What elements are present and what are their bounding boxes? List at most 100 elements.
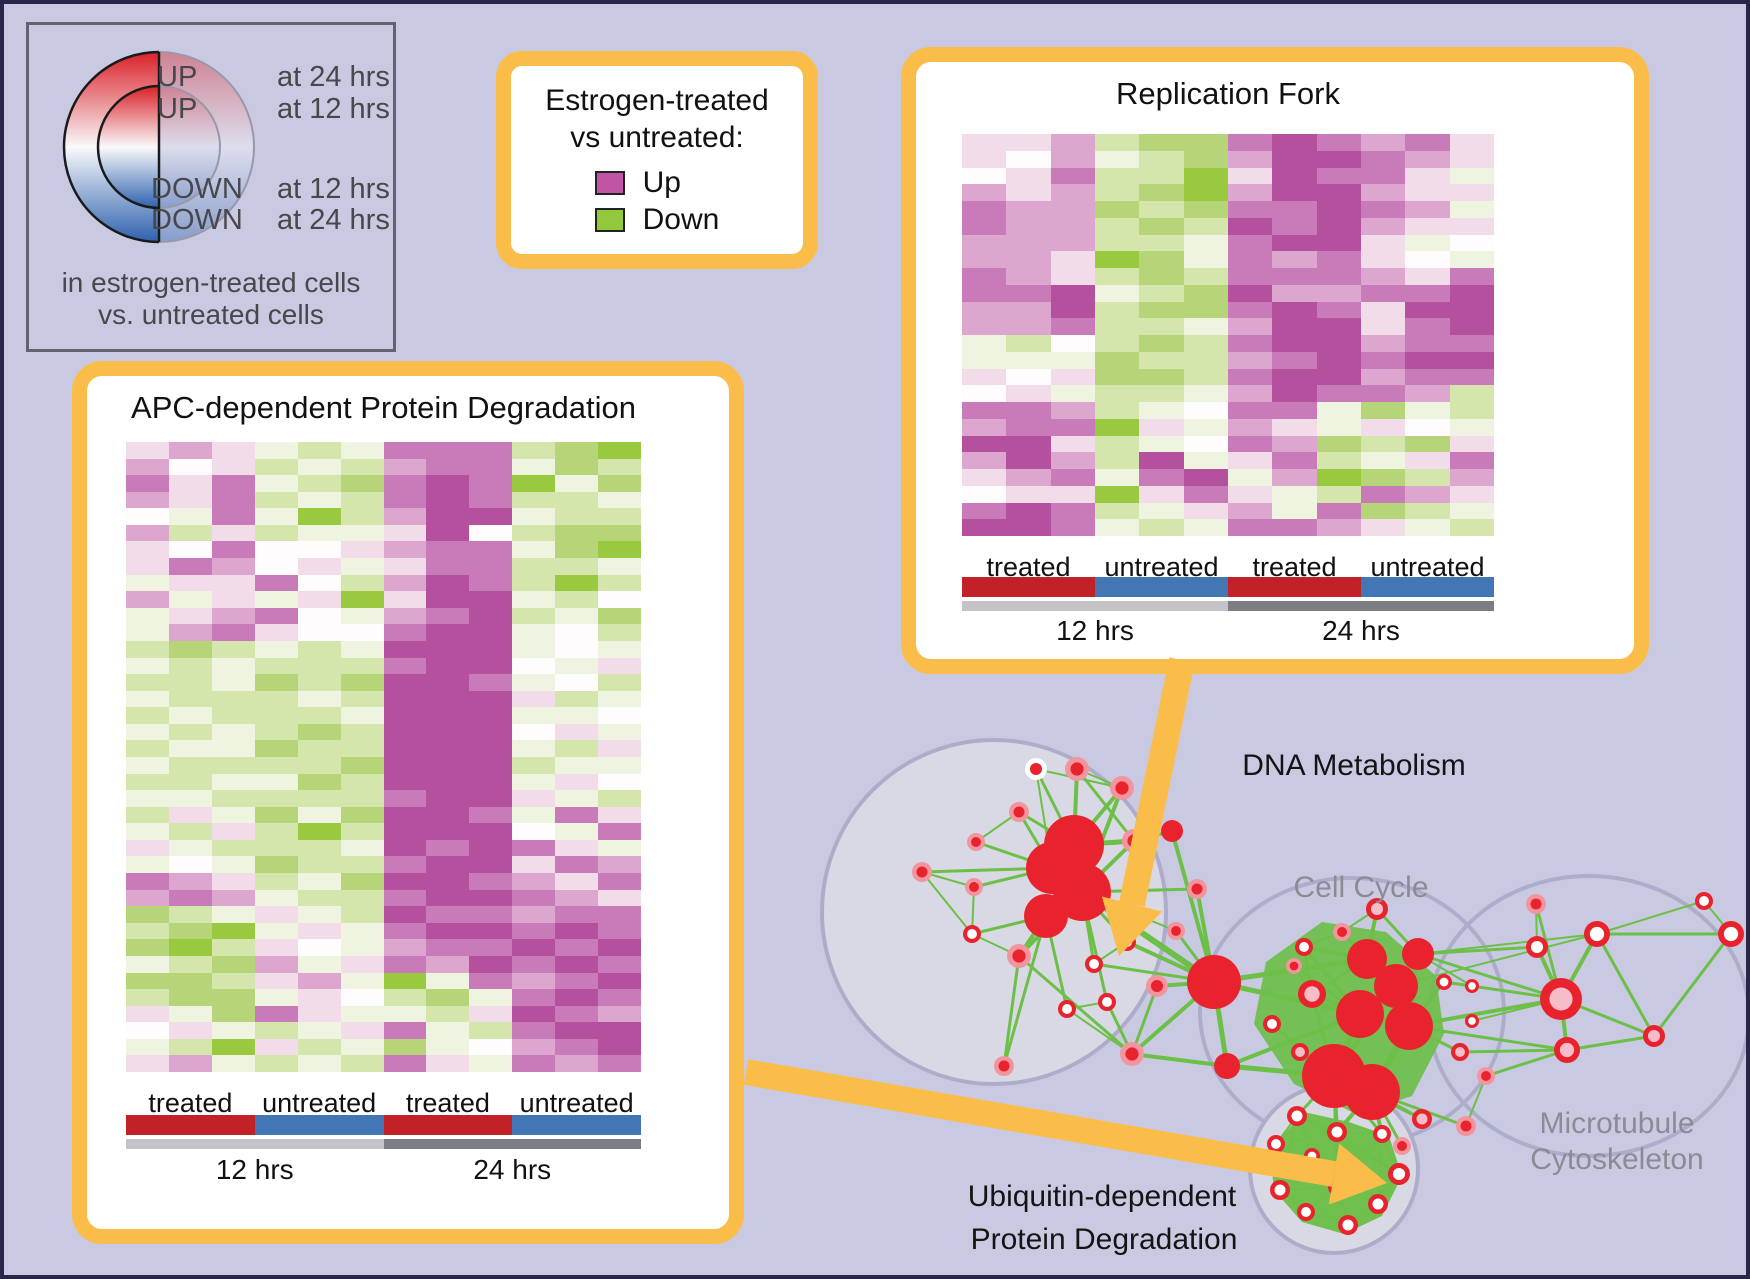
heatmap-cell xyxy=(168,541,212,559)
heatmap-cell xyxy=(340,657,384,675)
heatmap-cell xyxy=(254,1005,298,1023)
heatmap-cell xyxy=(340,1022,384,1039)
heatmap-cell xyxy=(297,1038,341,1056)
heatmap-cell xyxy=(1139,385,1184,402)
heatmap-cell xyxy=(1094,251,1140,268)
heatmap-cell xyxy=(254,657,298,675)
heatmap-cell xyxy=(1360,402,1406,419)
heatmap-cell xyxy=(512,1038,556,1056)
heatmap-cell xyxy=(254,442,298,459)
heatmap-cell xyxy=(1183,217,1228,235)
heatmap-cell xyxy=(469,707,513,724)
heatmap-cell xyxy=(1050,167,1095,185)
heatmap-cell xyxy=(340,442,384,459)
heatmap-cell xyxy=(555,491,599,509)
heatmap-cell xyxy=(126,839,169,857)
heatmap-cell xyxy=(598,607,641,625)
heatmap-cell xyxy=(1272,418,1317,436)
network-node-core xyxy=(1013,806,1025,818)
heatmap-cell xyxy=(168,624,212,641)
heatmap-cell xyxy=(1183,335,1228,352)
apc-group1-label: treated xyxy=(148,1088,233,1118)
network-edge xyxy=(1417,933,1598,955)
heatmap-cell xyxy=(1360,502,1406,520)
heatmap-cell xyxy=(297,591,341,608)
heatmap-cell xyxy=(297,790,341,807)
heatmap-cell xyxy=(340,790,384,807)
heatmap-cell xyxy=(1360,301,1406,319)
heatmap-cell xyxy=(1050,234,1095,252)
heatmap-cell xyxy=(254,972,298,990)
heatmap-cell xyxy=(254,674,298,691)
time-bar xyxy=(962,601,1228,611)
heatmap-cell xyxy=(211,508,255,525)
heatmap-cell xyxy=(254,839,298,857)
heatmap-cell xyxy=(211,873,255,890)
heatmap-cell xyxy=(126,773,169,791)
heatmap-cell xyxy=(340,591,384,608)
heatmap-cell xyxy=(1139,167,1184,185)
heatmap-cell xyxy=(1094,335,1140,352)
heatmap-cell xyxy=(297,442,341,459)
heatmap-cell xyxy=(340,1005,384,1023)
heatmap-cell xyxy=(555,690,599,708)
heatmap-cell xyxy=(383,790,427,807)
heatmap-cell xyxy=(962,402,1007,419)
heatmap-cell xyxy=(211,674,255,691)
heatmap-cell xyxy=(383,1022,427,1039)
heatmap-cell xyxy=(383,955,427,973)
heatmap-cell xyxy=(254,790,298,807)
heatmap-cell xyxy=(555,674,599,691)
apc-condition-labels: treated untreated treated untreated xyxy=(126,1088,641,1118)
heatmap-cell xyxy=(1094,435,1140,453)
heatmap-cell xyxy=(126,740,169,757)
heatmap-cell xyxy=(1272,251,1317,268)
heatmap-cell xyxy=(1405,251,1450,268)
heatmap-cell xyxy=(469,839,513,857)
heatmap-cell xyxy=(1227,452,1273,469)
heatmap-cell xyxy=(1316,351,1361,369)
heatmap-cell xyxy=(297,856,341,874)
heatmap-cell xyxy=(512,790,556,807)
heatmap-cell xyxy=(297,674,341,691)
heatmap-cell xyxy=(1139,318,1184,335)
heatmap-cell xyxy=(340,955,384,973)
heatmap-cell xyxy=(555,723,599,741)
heatmap-cell xyxy=(1050,268,1095,285)
heatmap-cell xyxy=(126,856,169,874)
heatmap-cell xyxy=(1183,284,1228,302)
heatmap-cell xyxy=(1094,485,1140,503)
heatmap-cell xyxy=(512,856,556,874)
network-node-core xyxy=(1356,1076,1388,1108)
heatmap-cell xyxy=(512,839,556,857)
heatmap-cell xyxy=(168,806,212,824)
heatmap-cell xyxy=(1050,452,1095,469)
network-node-core xyxy=(1589,926,1605,942)
heatmap-cell xyxy=(1316,402,1361,419)
heatmap-cell xyxy=(426,442,470,459)
heatmap-cell xyxy=(555,458,599,476)
heatmap-cell xyxy=(126,922,169,940)
heatmap-cell xyxy=(1183,351,1228,369)
heatmap-cell xyxy=(469,873,513,890)
heatmap-cell xyxy=(1227,402,1273,419)
heatmap-cell xyxy=(1094,418,1140,436)
heatmap-cell xyxy=(168,740,212,757)
heatmap-cell xyxy=(211,773,255,791)
heatmap-cell xyxy=(1449,134,1494,151)
heatmap-cell xyxy=(340,922,384,940)
network-node-core xyxy=(1070,762,1084,776)
heatmap-cell xyxy=(1449,519,1494,536)
heatmap-cell xyxy=(297,756,341,774)
heatmap-cell xyxy=(126,541,169,559)
heatmap-cell xyxy=(1227,234,1273,252)
heatmap-cell xyxy=(1183,452,1228,469)
heatmap-cell xyxy=(426,1005,470,1023)
heatmap-cell xyxy=(598,1022,641,1039)
heatmap-cell xyxy=(1405,485,1450,503)
heatmap-cell xyxy=(469,574,513,592)
heatmap-cell xyxy=(383,972,427,990)
heatmap-cell xyxy=(1139,418,1184,436)
heatmap-cell xyxy=(1316,519,1361,536)
heatmap-cell xyxy=(469,491,513,509)
